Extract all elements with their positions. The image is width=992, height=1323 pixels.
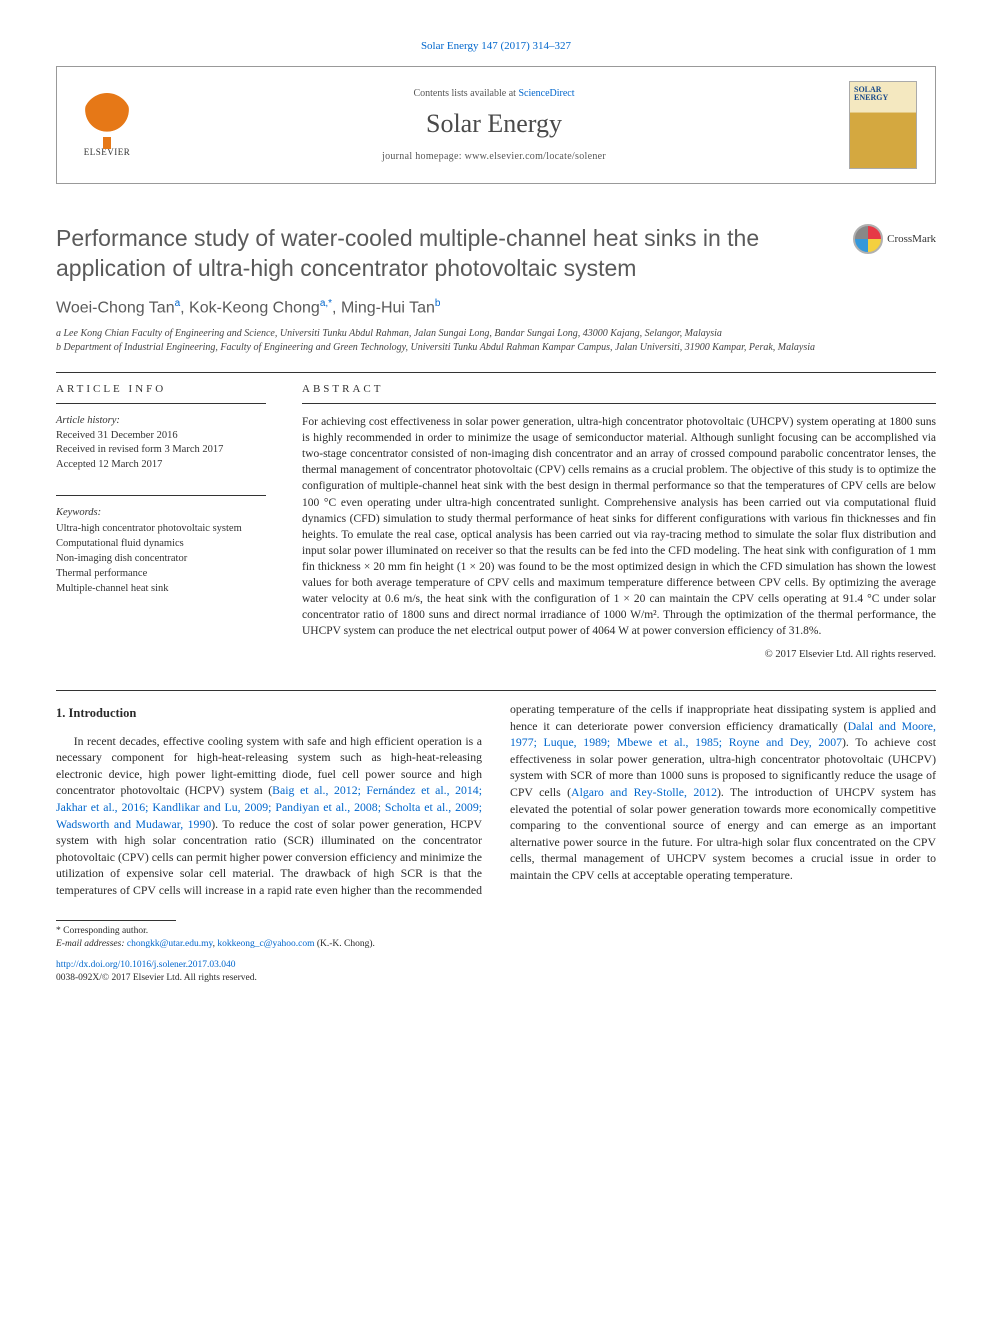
cover-title: SOLAR ENERGY (854, 86, 912, 102)
keywords-block: Keywords: Ultra-high concentrator photov… (56, 506, 266, 597)
intro-paragraph-1: In recent decades, effective cooling sys… (56, 701, 936, 898)
crossmark-icon (853, 224, 883, 254)
keyword-item: Ultra-high concentrator photovoltaic sys… (56, 521, 266, 536)
contents-available-line: Contents lists available at ScienceDirec… (139, 88, 849, 99)
journal-header: ELSEVIER Contents lists available at Sci… (56, 66, 936, 184)
citation-link[interactable]: Algaro and Rey-Stolle, 2012 (571, 785, 717, 799)
p2-text-c: ). The introduction of UHCPV system has … (510, 785, 936, 882)
citation-line: Solar Energy 147 (2017) 314–327 (56, 40, 936, 52)
section-heading-intro: 1. Introduction (56, 705, 482, 723)
homepage-prefix: journal homepage: (382, 151, 465, 162)
journal-name: Solar Energy (139, 109, 849, 139)
divider (56, 403, 266, 404)
article-title: Performance study of water-cooled multip… (56, 224, 835, 284)
footer-block: http://dx.doi.org/10.1016/j.solener.2017… (56, 959, 936, 985)
doi-link[interactable]: http://dx.doi.org/10.1016/j.solener.2017… (56, 960, 236, 970)
keyword-item: Thermal performance (56, 566, 266, 581)
email-link-1[interactable]: chongkk@utar.edu.my (127, 939, 213, 949)
received-date: Received 31 December 2016 (56, 429, 266, 444)
keywords-label: Keywords: (56, 507, 101, 518)
journal-homepage-line: journal homepage: www.elsevier.com/locat… (139, 151, 849, 162)
body-two-column: 1. Introduction In recent decades, effec… (56, 701, 936, 898)
crossmark-label: CrossMark (887, 233, 936, 245)
divider (56, 495, 266, 496)
crossmark-widget[interactable]: CrossMark (853, 224, 936, 254)
affiliation-a: a Lee Kong Chian Faculty of Engineering … (56, 327, 936, 341)
email-label: E-mail addresses: (56, 939, 127, 949)
abstract-column: ABSTRACT For achieving cost effectivenes… (302, 383, 936, 660)
journal-cover-thumbnail: SOLAR ENERGY (849, 81, 917, 169)
article-info-heading: ARTICLE INFO (56, 383, 266, 395)
divider (302, 403, 936, 404)
email-who: (K.-K. Chong). (314, 939, 374, 949)
footnote-separator (56, 920, 176, 921)
header-center: Contents lists available at ScienceDirec… (139, 88, 849, 162)
title-row: Performance study of water-cooled multip… (56, 224, 936, 284)
email-line: E-mail addresses: chongkk@utar.edu.my, k… (56, 938, 936, 951)
keywords-list: Ultra-high concentrator photovoltaic sys… (56, 521, 266, 597)
history-label: Article history: (56, 415, 120, 426)
revised-date: Received in revised form 3 March 2017 (56, 443, 266, 458)
elsevier-tree-icon (83, 93, 131, 141)
page: Solar Energy 147 (2017) 314–327 ELSEVIER… (0, 0, 992, 1024)
article-history: Article history: Received 31 December 20… (56, 414, 266, 473)
author-list: Woei-Chong Tana, Kok-Keong Chonga,*, Min… (56, 298, 936, 317)
affiliations: a Lee Kong Chian Faculty of Engineering … (56, 327, 936, 354)
contents-prefix: Contents lists available at (413, 88, 518, 99)
elsevier-logo: ELSEVIER (75, 89, 139, 161)
accepted-date: Accepted 12 March 2017 (56, 458, 266, 473)
divider (56, 690, 936, 691)
abstract-heading: ABSTRACT (302, 383, 936, 395)
keyword-item: Multiple-channel heat sink (56, 581, 266, 596)
divider (56, 372, 936, 373)
homepage-url[interactable]: www.elsevier.com/locate/solener (465, 151, 606, 162)
abstract-copyright: © 2017 Elsevier Ltd. All rights reserved… (302, 649, 936, 660)
keyword-item: Non-imaging dish concentrator (56, 551, 266, 566)
issn-copyright: 0038-092X/© 2017 Elsevier Ltd. All right… (56, 972, 936, 985)
sciencedirect-link[interactable]: ScienceDirect (518, 88, 574, 99)
corresponding-author-footnote: * Corresponding author. E-mail addresses… (56, 925, 936, 951)
abstract-text: For achieving cost effectiveness in sola… (302, 414, 936, 639)
article-info-column: ARTICLE INFO Article history: Received 3… (56, 383, 266, 660)
meta-and-abstract: ARTICLE INFO Article history: Received 3… (56, 383, 936, 660)
keyword-item: Computational fluid dynamics (56, 536, 266, 551)
affiliation-b: b Department of Industrial Engineering, … (56, 341, 936, 355)
corr-author-label: * Corresponding author. (56, 925, 936, 938)
email-link-2[interactable]: kokkeong_c@yahoo.com (217, 939, 314, 949)
